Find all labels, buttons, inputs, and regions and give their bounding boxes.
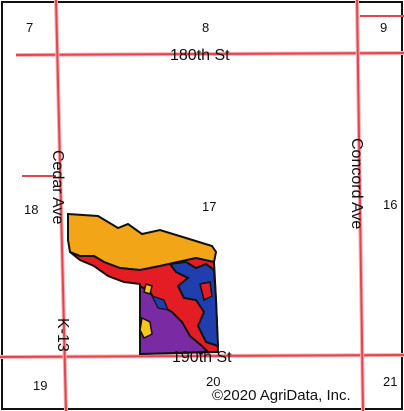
soil-unit-red-inset [199, 281, 213, 302]
road-cedar-line [55, 0, 67, 411]
section-17-label: 17 [202, 199, 216, 214]
section-labels: 7 8 9 16 17 18 19 20 21 [24, 20, 397, 393]
field-soil-units [67, 212, 220, 356]
road-label-k13: K-13 [54, 318, 71, 352]
section-7-label: 7 [26, 20, 33, 35]
road-190th-line [0, 354, 404, 358]
road-label-180th-st: 180th St [170, 47, 230, 64]
section-19-label: 19 [33, 378, 47, 393]
section-8-label: 8 [202, 20, 209, 35]
soil-unit-yellow-a [139, 316, 153, 340]
road-180th-line [15, 52, 404, 56]
section-18-label: 18 [24, 202, 38, 217]
road-labels: 180th St 190th St Cedar Ave K-13 Concord… [49, 47, 365, 366]
section-9-label: 9 [380, 20, 387, 35]
copyright-notice: ©2020 AgriData, Inc. [212, 387, 351, 404]
section-20-label: 20 [206, 374, 220, 389]
road-concord-line [356, 0, 364, 411]
road-label-190th-st: 190th St [172, 349, 232, 366]
section-16-label: 16 [383, 197, 397, 212]
road-label-concord-ave: Concord Ave [348, 138, 365, 229]
road-label-cedar-ave: Cedar Ave [49, 150, 66, 225]
section-21-label: 21 [383, 374, 397, 389]
soil-unit-blue-inset [150, 294, 169, 311]
soil-unit-yellow-b [143, 283, 153, 295]
